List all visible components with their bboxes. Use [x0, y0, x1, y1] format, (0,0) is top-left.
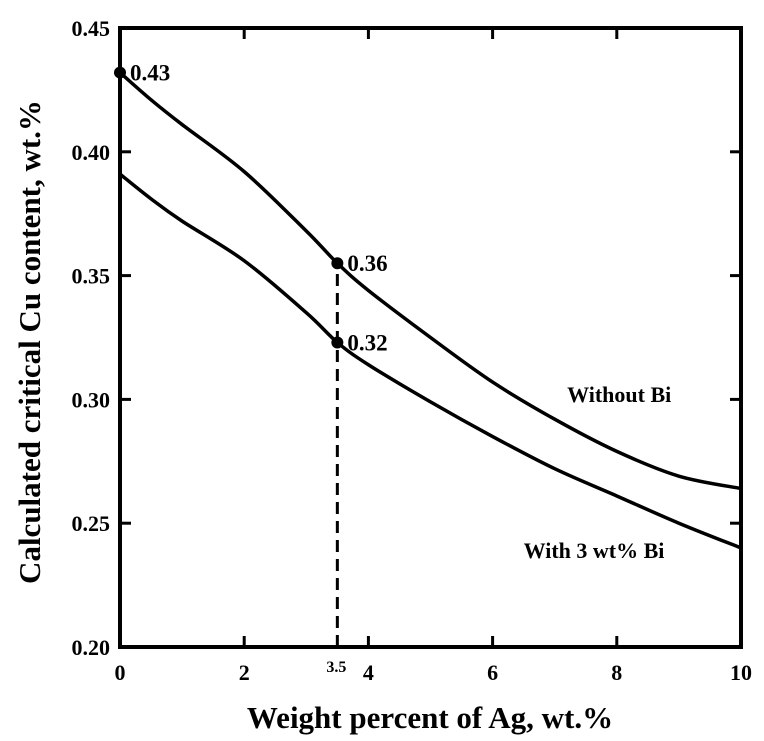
y-tick-label: 0.30: [72, 387, 111, 412]
data-point-label: 0.32: [347, 330, 387, 355]
data-point-label: 0.43: [130, 61, 170, 86]
y-tick-label: 0.35: [72, 264, 111, 289]
data-point-marker: [331, 257, 344, 270]
series-lines: [118, 71, 742, 550]
markers: 0.43 0.36 0.32: [114, 61, 388, 355]
annotations: Without Bi With 3 wt% Bi: [524, 382, 672, 563]
plot-frame: [118, 26, 743, 649]
x-tick-label: 10: [730, 660, 752, 685]
y-tick-label: 0.40: [72, 140, 111, 165]
y-tick-label: 0.45: [72, 16, 111, 41]
data-point-marker: [331, 336, 344, 349]
series-label-without-bi: Without Bi: [567, 382, 671, 407]
data-point-marker: [114, 66, 126, 79]
ticks: [118, 26, 743, 649]
x-tick-label: 6: [487, 660, 498, 685]
x-tick-label: 0: [115, 660, 126, 685]
x-tick-label: 4: [363, 660, 374, 685]
x-tick-label: 2: [239, 660, 250, 685]
y-axis-title: Calculated critical Cu content, wt.%: [12, 100, 47, 584]
series-line-with-bi: [118, 172, 742, 550]
x-tick-label: 8: [611, 660, 622, 685]
series-line-without-bi: [118, 71, 742, 491]
reference-x-label: 3.5: [326, 659, 346, 676]
y-tick-label: 0.25: [72, 511, 111, 536]
tick-labels: 0 2 4 6 8 10 0.20 0.25 0.30 0.35 0.40 0.45: [72, 16, 753, 685]
y-tick-label: 0.20: [72, 635, 111, 660]
series-label-with-bi: With 3 wt% Bi: [524, 538, 665, 563]
x-axis-title: Weight percent of Ag, wt.%: [247, 700, 613, 735]
plot-border: [118, 26, 743, 649]
reference-line: 3.5: [326, 263, 346, 676]
data-point-label: 0.36: [347, 251, 387, 276]
